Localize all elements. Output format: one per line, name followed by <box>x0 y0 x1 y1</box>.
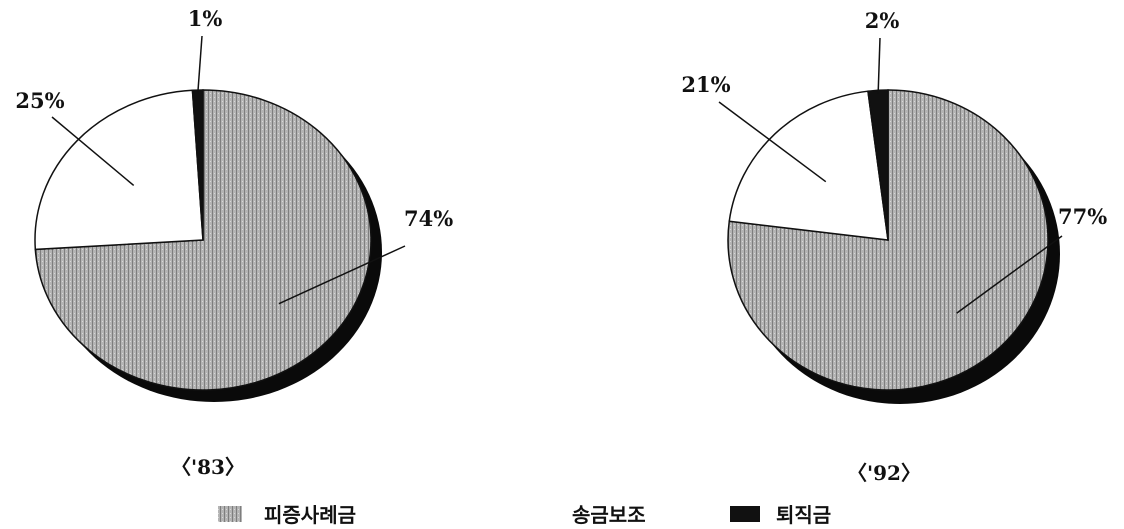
legend-swatch-dark <box>730 506 760 522</box>
pie-1983-caption: 〈'83〉 <box>171 455 245 479</box>
pie-1992-label-dark: 2% <box>865 8 900 33</box>
pie-1992-leader-white <box>718 101 827 183</box>
pie-1992-leader-main <box>956 235 1063 314</box>
pie-1992-caption: 〈'92〉 <box>847 461 921 485</box>
pie-1992-leader-dark <box>877 37 881 94</box>
legend-label-main: 피증사례금 <box>264 503 356 527</box>
pie-1992-label-main: 77% <box>1058 204 1107 229</box>
pie-1983-label-white: 25% <box>15 88 64 113</box>
pie-1992-slice-white <box>728 90 889 241</box>
legend-label-white: 송금보조 <box>572 503 646 527</box>
legend-swatch-main <box>218 506 242 522</box>
pie-1992-label-white: 21% <box>681 72 730 97</box>
pie-1983-leader-main <box>278 245 406 305</box>
pie-1983-label-dark: 1% <box>188 6 223 31</box>
pie-1983-leader-white <box>51 116 135 187</box>
pie-1983-leader-dark <box>197 35 203 94</box>
pie-1983-label-main: 74% <box>404 206 453 231</box>
pie-1983-slice-white <box>34 89 204 251</box>
legend: 피증사례금 송금보조 퇴직금 <box>218 503 831 527</box>
legend-label-dark: 퇴직금 <box>776 503 831 527</box>
pie-chart-1992: 77% 21% 2% 〈'92〉 <box>681 8 1107 485</box>
pie-chart-1983: 74% 25% 1% 〈'83〉 <box>15 6 453 479</box>
